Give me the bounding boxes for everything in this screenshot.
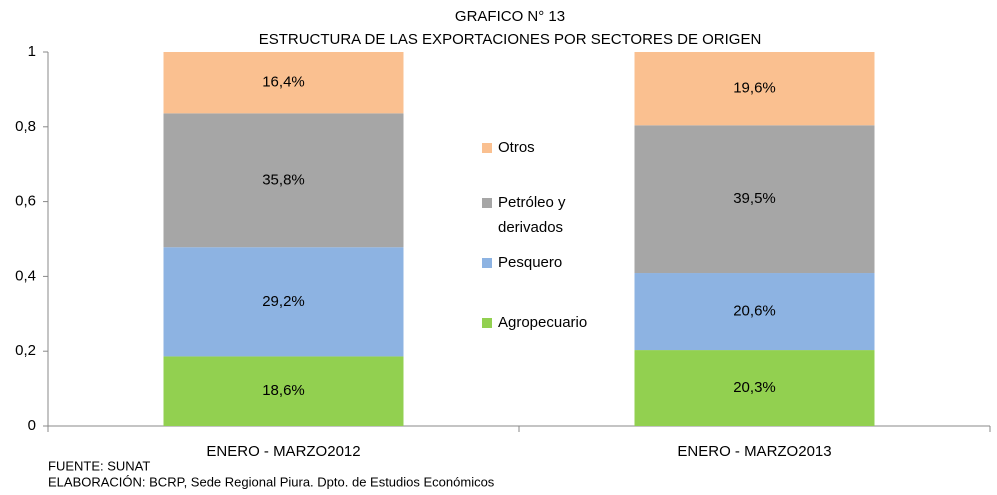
bar-segment — [163, 247, 404, 357]
bar-segment — [634, 52, 875, 126]
y-tick-label: 0,6 — [15, 193, 36, 210]
data-label: 19,6% — [733, 80, 776, 97]
bar-segment — [163, 113, 404, 248]
source: ELABORACIÓN: BCRP, Sede Regional Piura. … — [48, 474, 495, 489]
bar-segment — [163, 52, 404, 114]
legend-label: Otros — [498, 139, 535, 156]
source: FUENTE: SUNAT — [48, 458, 150, 473]
legend-swatch — [482, 143, 492, 153]
bar-segment — [634, 125, 875, 274]
x-tick-label: ENERO - MARZO2012 — [206, 443, 360, 460]
y-tick-label: 1 — [28, 43, 36, 60]
legend-label: Agropecuario — [498, 314, 588, 331]
legend-swatch — [482, 258, 492, 268]
y-tick-label: 0,4 — [15, 267, 36, 284]
legend-label: Petróleo y derivados — [498, 194, 566, 236]
data-label: 16,4% — [262, 74, 305, 91]
y-tick-label: 0,8 — [15, 118, 36, 135]
data-label: 20,3% — [733, 379, 776, 396]
legend-label: Pesquero — [498, 254, 563, 271]
y-tick-label: 0,2 — [15, 342, 36, 359]
chart-subtitle: ESTRUCTURA DE LAS EXPORTACIONES POR SECT… — [259, 31, 762, 48]
data-label: 18,6% — [262, 382, 305, 399]
data-label: 29,2% — [262, 293, 305, 310]
legend-item: Petróleo y derivados — [482, 190, 628, 240]
bar-segment — [163, 356, 404, 426]
data-label: 35,8% — [262, 171, 305, 188]
chart-title: GRAFICO N° 13 — [455, 8, 565, 25]
legend-item: Otros — [482, 135, 628, 160]
legend-item: Pesquero — [482, 250, 628, 275]
data-label: 20,6% — [733, 303, 776, 320]
x-tick-label: ENERO - MARZO2013 — [677, 443, 831, 460]
y-tick-label: 0 — [28, 417, 36, 434]
legend-swatch — [482, 318, 492, 328]
legend-swatch — [482, 198, 492, 208]
bar-segment — [634, 350, 875, 426]
data-label: 39,5% — [733, 190, 776, 207]
bar-segment — [634, 273, 875, 351]
legend-item: Agropecuario — [482, 310, 628, 335]
